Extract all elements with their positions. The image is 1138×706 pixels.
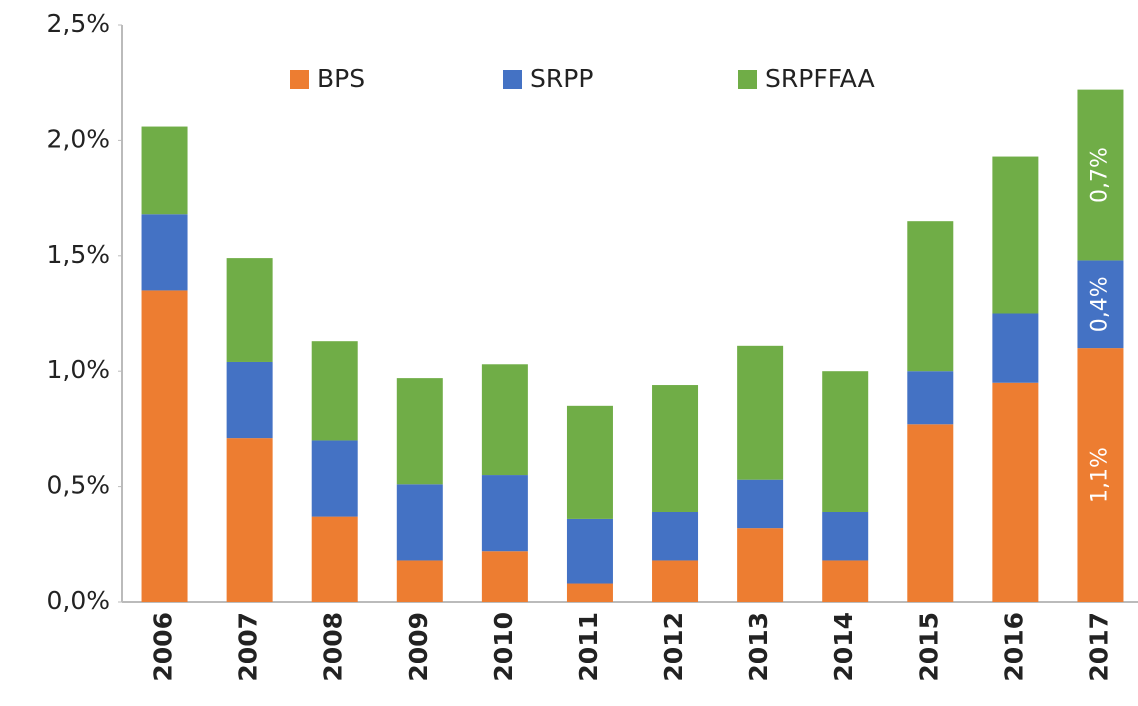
y-tick-label: 1,0% [46,355,110,384]
x-tick-label: 2008 [319,612,348,682]
bar-segment [396,560,443,602]
bar-segment [396,484,443,561]
legend-label: SRPP [530,64,593,93]
x-tick-label: 2007 [234,612,263,682]
bar-segment [907,221,954,372]
bar-segment [566,518,613,584]
bar-segment [226,438,273,602]
value-label: 0,4% [1087,276,1112,332]
x-tick-label: 2011 [574,612,603,682]
bar-segment [311,516,358,602]
legend-swatch [738,70,757,89]
x-tick-label: 2009 [404,612,433,682]
x-tick-label: 2017 [1084,612,1113,682]
bar-segment [1077,348,1124,602]
bar-segment [737,479,784,529]
bar-segment [1077,89,1124,261]
bar-segment [652,560,699,602]
legend-label: BPS [317,64,365,93]
bar-segment [992,156,1039,314]
bar-segment [311,440,358,517]
bar-segment [566,405,613,519]
bar-segment [822,371,869,512]
bar-segment [226,258,273,362]
x-tick-label: 2015 [914,612,943,682]
bar-segment [992,313,1039,383]
y-tick-label: 0,5% [46,471,110,500]
x-tick-label: 2016 [999,612,1028,682]
bar-segment [737,528,784,602]
bar-segment [822,560,869,602]
bar-segment [481,475,528,552]
bar-segment [141,290,188,602]
x-tick-label: 2014 [829,612,858,682]
bar-segment [141,214,188,291]
legend-swatch [503,70,522,89]
bar-segment [481,364,528,476]
bar-segment [141,126,188,215]
bar-segment [992,382,1039,602]
y-tick-label: 2,0% [46,124,110,153]
bar-segment [822,511,869,561]
bar-segment [481,551,528,602]
legend-swatch [290,70,309,89]
y-tick-label: 2,5% [46,9,110,38]
value-label: 1,1% [1087,447,1112,503]
x-tick-label: 2013 [744,612,773,682]
legend-label: SRPFFAA [765,64,875,93]
y-tick-label: 1,5% [46,240,110,269]
y-tick-label: 0,0% [46,586,110,615]
bar-segment [737,345,784,480]
bar-segment [226,361,273,439]
bar-segment [652,385,699,512]
bar-segment [907,371,954,425]
value-label: 0,7% [1087,147,1112,203]
bar-segment [652,511,699,561]
bar-segment [396,378,443,485]
bar-segment [1077,260,1124,349]
x-tick-label: 2010 [489,612,518,682]
bar-segment [566,583,613,602]
bar-segment [311,341,358,441]
x-tick-label: 2012 [659,612,688,682]
x-tick-label: 2006 [149,612,178,682]
bar-segment [907,424,954,602]
